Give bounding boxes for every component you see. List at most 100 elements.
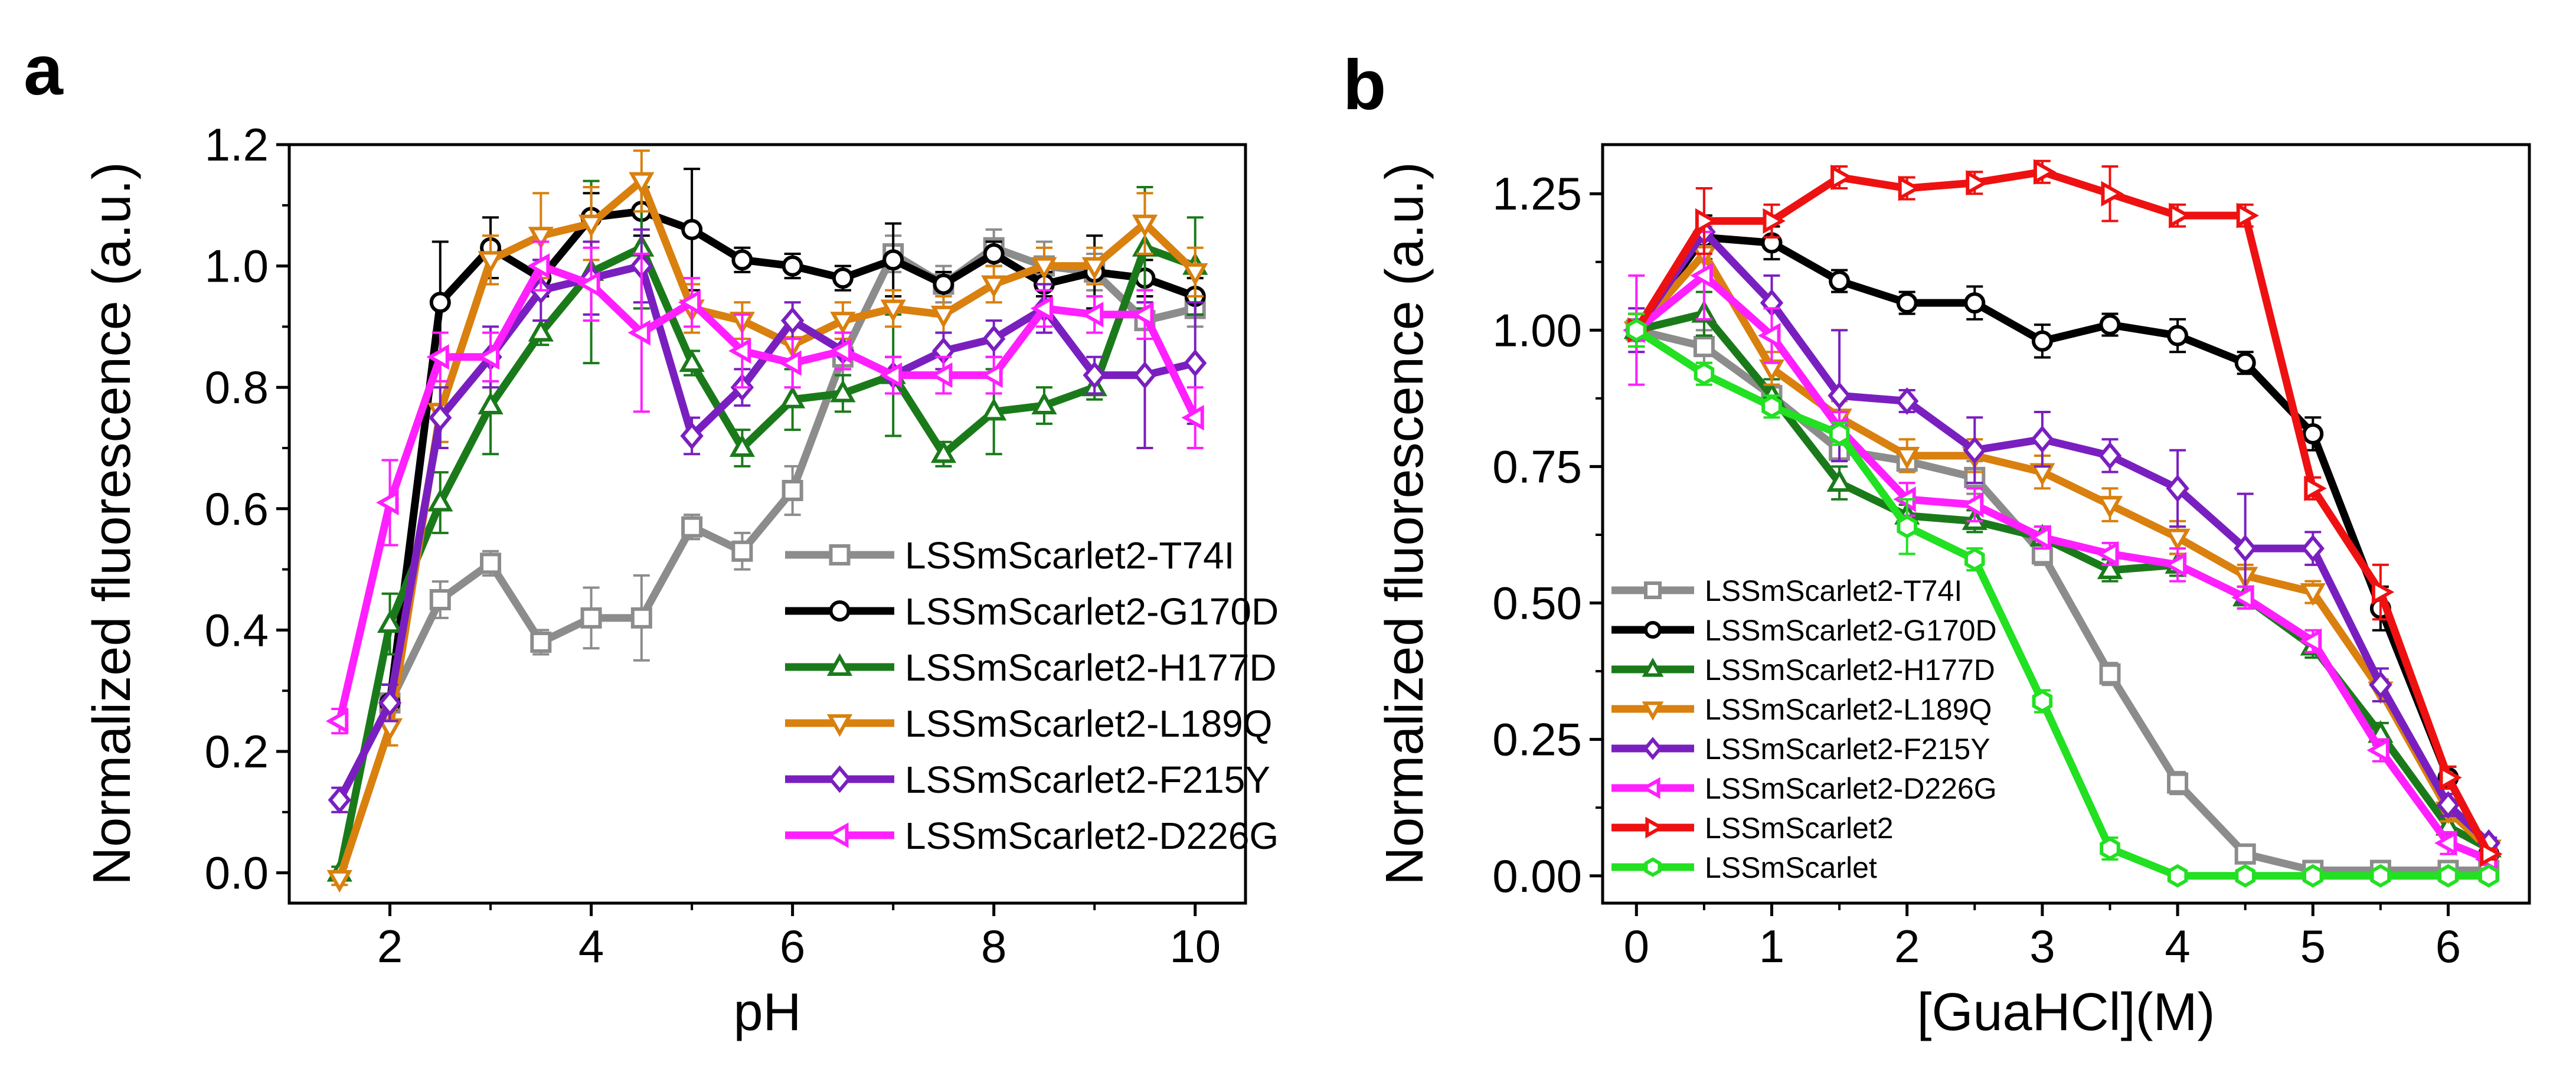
data-point xyxy=(930,305,957,329)
data-point xyxy=(1826,469,1852,492)
data-point xyxy=(1131,302,1154,328)
data-point xyxy=(2234,843,2256,865)
data-point xyxy=(2028,524,2051,551)
y-tick-label: 0.4 xyxy=(205,604,269,656)
data-point xyxy=(2032,689,2053,713)
data-point xyxy=(578,214,604,237)
data-point xyxy=(2097,496,2123,519)
series-LSSmScarlet2-D226G xyxy=(1622,230,2498,872)
data-point xyxy=(780,306,805,335)
data-point xyxy=(528,227,554,250)
legend-marker xyxy=(826,653,853,676)
data-point xyxy=(2436,791,2460,819)
data-point xyxy=(1132,214,1158,237)
legend-label: LSSmScarlet2-T74I xyxy=(1705,574,1962,607)
data-point xyxy=(2236,202,2260,228)
data-point xyxy=(1690,263,1713,289)
data-point xyxy=(2167,325,2189,346)
data-point xyxy=(2169,202,2192,228)
data-point xyxy=(1081,257,1107,280)
data-point xyxy=(478,251,504,274)
legend-item: LSSmScarlet2 xyxy=(1611,812,1894,845)
series-line xyxy=(336,177,1198,880)
legend-item: LSSmScarlet2-F215Y xyxy=(1611,733,1990,766)
x-tick-label: 10 xyxy=(1169,920,1221,972)
y-tick-label: 0.00 xyxy=(1492,850,1582,902)
legend-marker xyxy=(828,765,852,793)
data-point xyxy=(2234,352,2256,374)
panel-a-plot-frame xyxy=(287,143,1247,905)
data-point xyxy=(981,397,1007,421)
data-point xyxy=(2434,830,2457,856)
data-point xyxy=(2299,628,2322,654)
series-LSSmScarlet xyxy=(1626,312,2499,888)
legend-item: LSSmScarlet2-F215Y xyxy=(785,759,1270,801)
data-point xyxy=(829,338,852,364)
data-point xyxy=(630,607,652,629)
x-tick-label: 6 xyxy=(780,920,805,972)
panel-a-label: a xyxy=(24,31,64,110)
y-tick-label: 0.6 xyxy=(205,483,269,535)
legend-label: LSSmScarlet2-T74I xyxy=(905,534,1234,577)
panel-b-ticks: 0 1 2 3 4 5 6 0.00 0.25 0.50 0.75 1.00 1.25 xyxy=(1492,168,2461,972)
legend-item: LSSmScarlet2-D226G xyxy=(785,815,1279,857)
legend-item: LSSmScarlet2-G170D xyxy=(785,590,1279,633)
panel-b-ylabel: Normalized fluorescence (a.u.) xyxy=(1375,162,1434,885)
panel-b-plot-frame xyxy=(1601,143,2531,905)
legend-label: LSSmScarlet2 xyxy=(1705,812,1894,845)
legend-marker xyxy=(1644,857,1662,877)
data-point xyxy=(1694,362,1715,386)
data-point xyxy=(376,489,399,516)
panel-a-series xyxy=(325,149,1208,893)
data-point xyxy=(2304,475,2327,502)
data-point xyxy=(832,267,854,289)
legend-item: LSSmScarlet2-L189Q xyxy=(785,702,1273,745)
data-point xyxy=(478,391,504,415)
data-point xyxy=(2166,474,2189,502)
data-point xyxy=(1895,387,1919,415)
data-point xyxy=(1080,302,1104,328)
y-tick-label: 0.8 xyxy=(205,361,269,413)
data-point xyxy=(325,708,349,734)
data-point xyxy=(680,422,704,450)
legend-marker xyxy=(826,714,853,737)
legend-item: LSSmScarlet2-H177D xyxy=(785,646,1277,689)
data-point xyxy=(1964,547,1985,571)
data-point xyxy=(731,540,753,562)
legend-label: LSSmScarlet2-L189Q xyxy=(905,702,1273,745)
data-point xyxy=(681,218,703,240)
legend-label: LSSmScarlet2-G170D xyxy=(905,590,1279,633)
data-point xyxy=(326,869,352,893)
legend-marker xyxy=(829,600,851,622)
legend-label: LSSmScarlet2-D226G xyxy=(1705,772,1997,805)
data-point xyxy=(933,273,954,295)
legend-marker xyxy=(829,544,851,565)
data-point xyxy=(782,255,803,277)
data-point xyxy=(2302,423,2324,444)
data-point xyxy=(2167,772,2189,794)
y-tick-label: 1.0 xyxy=(205,240,269,292)
data-point xyxy=(1963,436,1986,465)
data-point xyxy=(1693,336,1715,358)
panel-a-xlabel: pH xyxy=(733,983,801,1042)
legend-label: LSSmScarlet2-L189Q xyxy=(1705,693,1992,726)
x-tick-label: 8 xyxy=(981,920,1006,972)
y-tick-label: 1.2 xyxy=(205,119,269,171)
legend-marker xyxy=(1644,621,1662,639)
data-point xyxy=(1896,292,1918,314)
data-point xyxy=(729,434,756,457)
panel-b-series xyxy=(1622,159,2503,888)
data-point xyxy=(2165,528,2191,551)
data-point xyxy=(429,292,451,313)
data-point xyxy=(2438,864,2459,888)
data-point xyxy=(1031,257,1057,280)
data-point xyxy=(2096,541,2119,567)
data-point xyxy=(1758,322,1781,349)
series-line xyxy=(1634,326,2489,880)
legend-item: LSSmScarlet2-L189Q xyxy=(1611,693,1992,726)
data-point xyxy=(377,610,403,633)
data-point xyxy=(1830,164,1853,191)
data-point xyxy=(2439,764,2462,791)
data-point xyxy=(527,253,550,279)
